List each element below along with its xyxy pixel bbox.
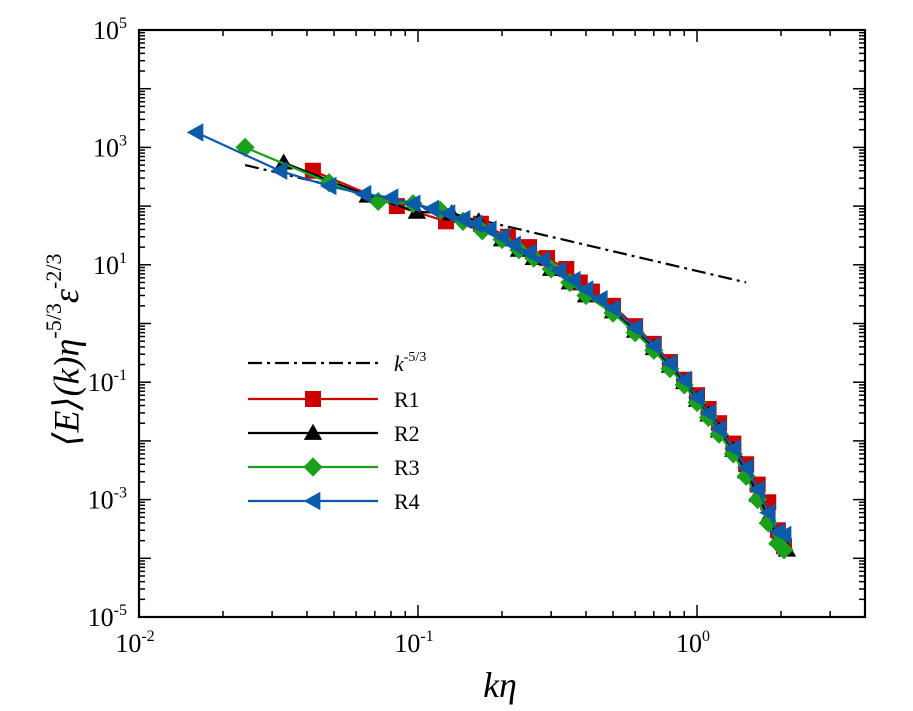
data-point-r4 [354,184,372,204]
series-r1 [304,162,793,555]
data-point-r4 [603,299,621,318]
series-r2 [274,153,797,557]
legend-marker-r4 [303,491,321,511]
data-point-r4 [564,270,581,290]
x-tick-label: 10-1 [394,628,433,658]
y-tick-label: 10-5 [88,602,127,632]
plot-frame [137,28,867,619]
data-point-r4 [270,161,288,180]
series-line-r2 [283,161,788,551]
data-point-r4 [186,123,204,142]
data-point-r4 [465,214,483,233]
data-point-r3 [736,466,756,486]
data-point-r4 [774,525,792,545]
data-point-r3 [687,392,707,413]
y-tick-label: 105 [93,15,127,45]
data-point-r4 [504,235,521,254]
data-point-r4 [480,220,497,239]
data-point-r4 [591,289,608,309]
data-point-r4 [422,199,440,218]
data-point-r4 [699,403,716,423]
data-point-r4 [533,250,551,270]
y-tick-label: 103 [93,132,127,162]
y-tick-label: 10-1 [88,367,127,397]
x-axis-title: kη [483,665,517,705]
data-point-r4 [403,194,421,213]
data-point-r4 [644,336,662,355]
data-point-r3 [748,490,768,510]
data-point-r4 [736,458,754,477]
y-tick-label: 10-3 [88,485,127,515]
data-point-r4 [492,227,510,246]
legend-marker-r2 [303,423,323,440]
x-tick-label: 100 [676,628,710,658]
data-point-r4 [660,354,678,373]
data-point-r4 [381,188,399,207]
data-point-r4 [549,261,567,280]
data-point-r3 [774,540,794,560]
data-point-r4 [748,480,766,499]
series-line-r3 [244,146,785,551]
data-point-r3 [758,513,778,533]
y-tick-label: 101 [93,250,127,280]
legend-marker-r3 [303,457,323,477]
legend-label-reference: k-5/3 [394,350,426,376]
y-axis-title: ⟨E⟩(k)η-5/3ε-2/3 [41,254,86,447]
series-line-r4 [195,131,785,536]
legend-label-r3: R3 [394,455,420,480]
data-point-r4 [724,439,741,458]
data-point-r3 [674,375,694,395]
data-point-r4 [438,204,456,223]
data-point-r4 [675,370,692,389]
data-point-r3 [709,424,729,444]
x-tick-label: 10-2 [115,628,154,658]
data-point-r4 [625,318,643,337]
legend-marker-r1 [305,391,321,407]
data-point-r4 [759,503,776,522]
series-line-r1 [312,169,786,547]
data-point-r4 [519,243,537,263]
legend-label-r4: R4 [394,489,420,514]
legend-label-r2: R2 [394,421,420,446]
data-point-r3 [723,444,743,464]
data-point-r4 [576,280,594,299]
data-point-r4 [709,419,727,439]
data-point-r4 [319,176,337,196]
data-point-r4 [687,388,705,407]
legend-label-r1: R1 [394,387,420,412]
series-r4 [186,123,792,545]
